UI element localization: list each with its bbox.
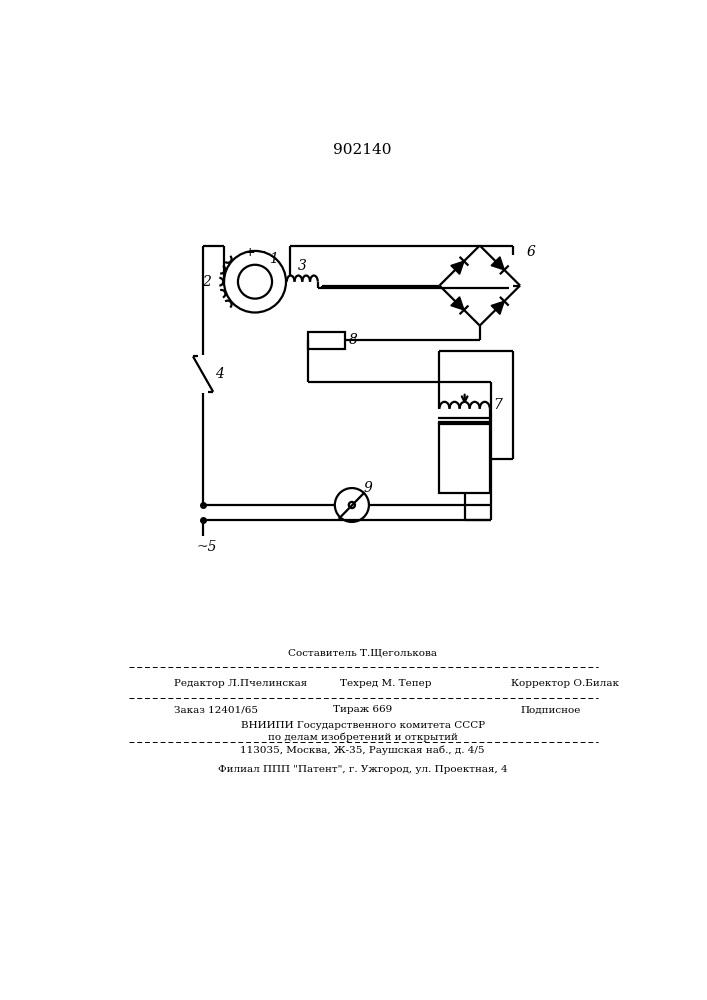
Text: 8: 8 <box>349 333 358 347</box>
Text: Редактор Л.Пчелинская: Редактор Л.Пчелинская <box>174 679 307 688</box>
Text: −: − <box>256 246 267 259</box>
Text: 9: 9 <box>363 481 373 495</box>
Text: Составитель Т.Щеголькова: Составитель Т.Щеголькова <box>288 648 437 657</box>
Text: 902140: 902140 <box>334 143 392 157</box>
Text: Корректор О.Билак: Корректор О.Билак <box>510 679 619 688</box>
Text: 6: 6 <box>526 245 535 259</box>
Text: ВНИИПИ Государственного комитета СССР: ВНИИПИ Государственного комитета СССР <box>240 721 485 730</box>
Text: 7: 7 <box>493 398 503 412</box>
Text: по делам изобретений и открытий: по делам изобретений и открытий <box>268 733 457 742</box>
Polygon shape <box>491 257 504 270</box>
Text: Филиал ППП "Патент", г. Ужгород, ул. Проектная, 4: Филиал ППП "Патент", г. Ужгород, ул. Про… <box>218 765 508 774</box>
Text: 2: 2 <box>202 275 211 289</box>
Text: Подписное: Подписное <box>521 705 581 714</box>
Text: 4: 4 <box>216 367 224 381</box>
Bar <box>440 424 490 493</box>
Text: 1: 1 <box>269 252 278 266</box>
Polygon shape <box>451 297 464 310</box>
Polygon shape <box>451 261 464 274</box>
Circle shape <box>238 265 272 299</box>
Polygon shape <box>491 301 504 314</box>
Text: Тираж 669: Тираж 669 <box>333 705 392 714</box>
Text: Заказ 12401/65: Заказ 12401/65 <box>174 705 257 714</box>
Text: +: + <box>244 246 255 259</box>
Bar <box>308 332 345 349</box>
Text: Техред М. Тепер: Техред М. Тепер <box>340 679 432 688</box>
Text: ~5: ~5 <box>197 540 217 554</box>
Text: 3: 3 <box>298 259 307 273</box>
Text: 113035, Москва, Ж-35, Раушская наб., д. 4/5: 113035, Москва, Ж-35, Раушская наб., д. … <box>240 745 485 755</box>
